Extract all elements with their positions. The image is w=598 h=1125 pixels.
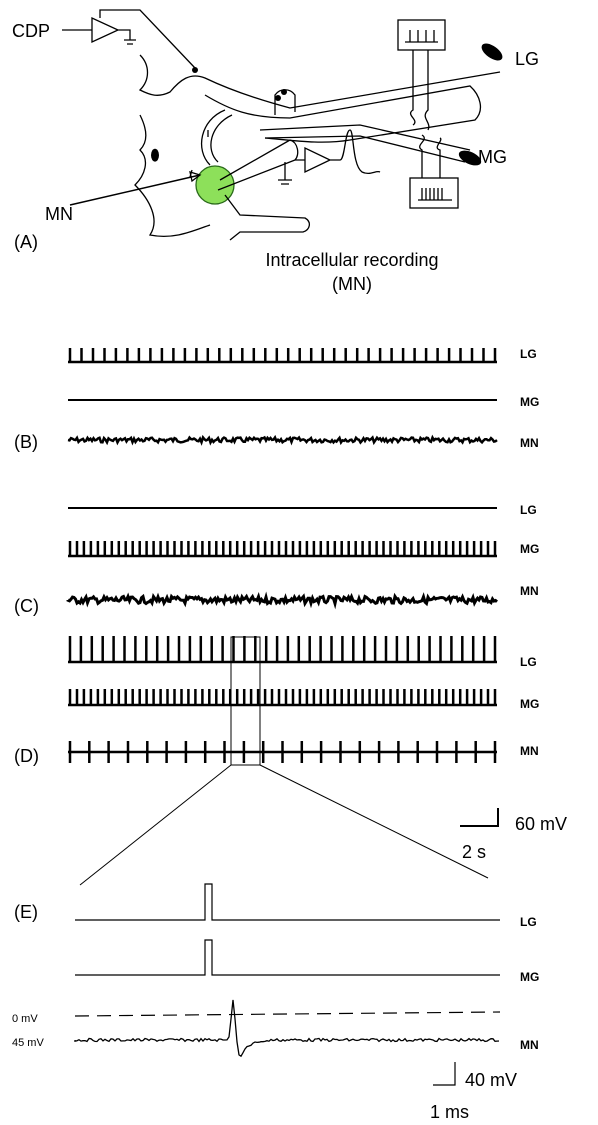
scale-label: 60 mV (515, 814, 567, 834)
scale-bar (433, 1062, 456, 1086)
label: MN (45, 204, 73, 224)
mn-trace (66, 591, 498, 610)
panel-label: (A) (14, 232, 38, 252)
mg-trace (68, 541, 497, 558)
level-label: 0 mV (12, 1013, 38, 1025)
zero-line (74, 1011, 501, 1017)
trace-label: MG (520, 542, 539, 556)
scale-bar (460, 808, 499, 827)
panel-label: (D) (14, 746, 39, 766)
zoom-line (259, 764, 489, 879)
mn-trace (68, 741, 497, 763)
scale-label: 40 mV (465, 1070, 517, 1090)
trace-label: LG (520, 503, 537, 517)
zoom-box (230, 636, 261, 766)
trace-label: MG (520, 697, 539, 711)
label: CDP (12, 21, 50, 41)
trace-label: MN (520, 1038, 539, 1052)
trace-label: MN (520, 436, 539, 450)
trace-label: MG (520, 395, 539, 409)
trace-label: LG (520, 655, 537, 669)
mn-trace (67, 434, 498, 446)
zoom-line (79, 764, 232, 886)
trace-label: LG (520, 347, 537, 361)
lg-trace (68, 348, 497, 364)
traces (66, 348, 500, 1058)
panel-label: (B) (14, 432, 38, 452)
scale-label: 2 s (462, 842, 486, 862)
label: (MN) (332, 274, 372, 294)
panel-label: (E) (14, 902, 38, 922)
mg-trace (75, 939, 500, 976)
scale-label: 1 ms (430, 1102, 469, 1122)
label: MG (478, 147, 507, 167)
mn-trace (74, 999, 500, 1058)
label: LG (515, 49, 539, 69)
trace-label: MG (520, 970, 539, 984)
label: Intracellular recording (265, 250, 438, 270)
lg-trace (68, 636, 497, 664)
mg-trace (68, 689, 497, 707)
lg-trace (75, 883, 500, 921)
trace-label: MN (520, 744, 539, 758)
schematic (62, 9, 503, 241)
panel-label: (C) (14, 596, 39, 616)
level-label: 45 mV (12, 1037, 44, 1049)
trace-label: MN (520, 584, 539, 598)
trace-label: LG (520, 915, 537, 929)
